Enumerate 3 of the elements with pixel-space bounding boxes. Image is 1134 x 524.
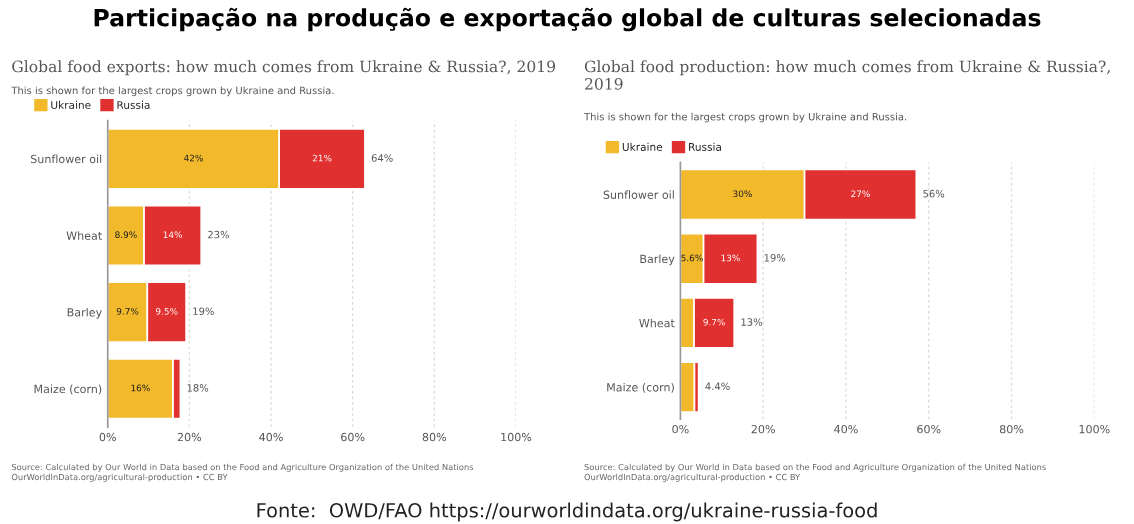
bar [107,358,174,420]
source-note: Fonte: OWD/FAO https://ourworldindata.org/ukraine-russia-food [257,502,877,522]
text: Participação na produção e exportação global de culturas selecionadas [94,7,1041,32]
